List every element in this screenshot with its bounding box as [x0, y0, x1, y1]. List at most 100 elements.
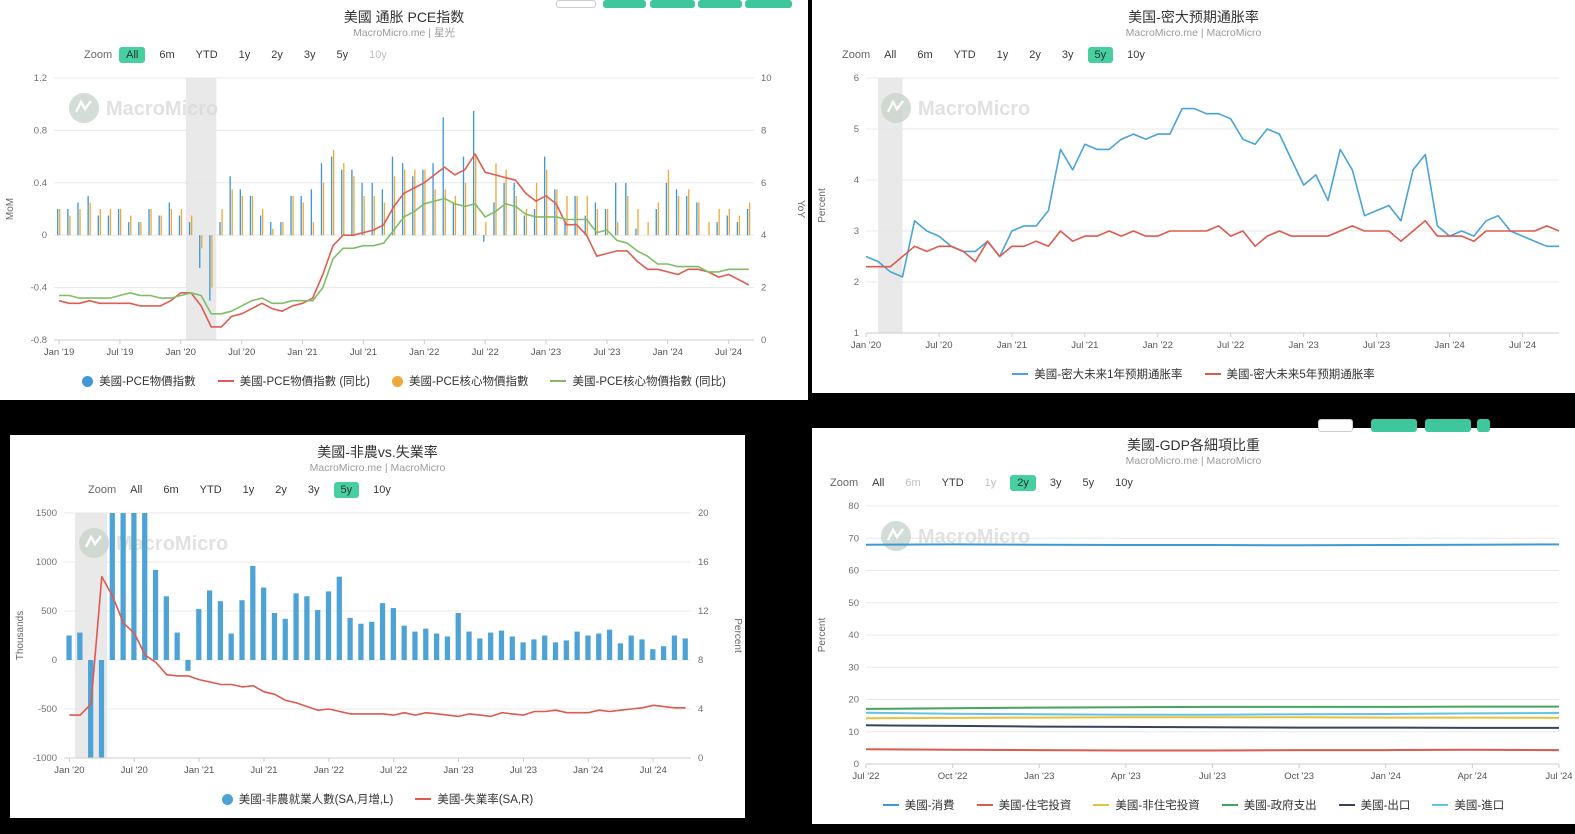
legend-label: 美國-非住宅投資 [1115, 800, 1200, 812]
svg-text:20: 20 [698, 508, 709, 519]
chart-title: 美國-GDP各細項比重 [1127, 437, 1260, 453]
zoom-option-2y[interactable]: 2y [1029, 49, 1041, 61]
zoom-option-2y[interactable]: 2y [275, 484, 287, 496]
svg-text:0.4: 0.4 [34, 178, 47, 189]
legend-label: 美國-政府支出 [1243, 800, 1317, 812]
svg-text:Jul '20: Jul '20 [228, 347, 255, 358]
zoom-option-5y[interactable]: 5y [1082, 477, 1095, 489]
svg-text:40: 40 [848, 630, 859, 641]
legend-item[interactable]: 美國-非住宅投資 [1093, 797, 1200, 813]
clipped-toolbar-button[interactable] [1477, 419, 1490, 432]
right-axis-title: Percent [732, 618, 743, 653]
legend-item[interactable]: 美國-出口 [1338, 797, 1411, 813]
svg-text:Jul '22: Jul '22 [852, 771, 879, 782]
legend-item[interactable]: 美國-PCE物價指數 [82, 373, 196, 389]
svg-text:Jan '23: Jan '23 [1024, 771, 1054, 782]
zoom-option-10y[interactable]: 10y [373, 484, 391, 496]
svg-text:4: 4 [698, 704, 703, 715]
clipped-toolbar-button[interactable] [698, 0, 742, 8]
zoom-option-All[interactable]: All [130, 484, 143, 496]
zoom-option-6m[interactable]: 6m [917, 49, 933, 61]
svg-text:10: 10 [848, 727, 859, 738]
zoom-option-3y[interactable]: 3y [307, 484, 320, 496]
legend-item[interactable]: 美國-PCE核心物價指數 [392, 373, 528, 389]
chart-canvas: 0 10 20 30 40 50 60 70 80 Percent MacroMicro Jul '2… [817, 501, 1573, 782]
svg-text:8: 8 [698, 655, 703, 666]
zoom-option-2y[interactable]: 2y [1010, 475, 1036, 491]
svg-text:5: 5 [854, 124, 859, 135]
clipped-toolbar-button[interactable] [1425, 419, 1471, 432]
zoom-option-YTD[interactable]: YTD [195, 49, 218, 61]
svg-text:Jan '20: Jan '20 [54, 765, 84, 776]
legend-line-marker [217, 380, 234, 382]
chart-legend: 美國-消費 美國-住宅投資 美國-非住宅投資 美國-政府支出 美國-出口 美國-進口 [812, 790, 1575, 824]
legend-label: 美國-非農就業人數(SA,月增,L) [238, 794, 394, 806]
legend-item[interactable]: 美國-密大未来5年预期通胀率 [1204, 366, 1375, 382]
zoom-option-5y[interactable]: 5y [1087, 47, 1114, 63]
zoom-toolbar: Zoom All 6m YTD 1y 2y 3y 5y 10y [0, 42, 808, 68]
zoom-option-All[interactable]: All [884, 49, 897, 61]
legend-line-marker [1012, 373, 1029, 375]
legend-item[interactable]: 美國-進口 [1432, 797, 1504, 813]
legend-item[interactable]: 美國-PCE物價指數 (同比) [217, 373, 370, 389]
zoom-option-2y[interactable]: 2y [271, 49, 283, 61]
svg-text:Oct '23: Oct '23 [1284, 771, 1314, 782]
zoom-option-3y[interactable]: 3y [303, 49, 316, 61]
zoom-option-YTD[interactable]: YTD [941, 477, 964, 489]
legend-item[interactable]: 美國-政府支出 [1221, 797, 1317, 813]
zoom-option-YTD[interactable]: YTD [953, 49, 976, 61]
svg-text:Jan '19: Jan '19 [44, 347, 74, 358]
svg-text:Jan '24: Jan '24 [1371, 771, 1401, 782]
zoom-option-10y[interactable]: 10y [1115, 477, 1133, 489]
clipped-toolbar-button[interactable] [745, 0, 792, 8]
svg-text:Jan '21: Jan '21 [997, 340, 1027, 351]
svg-text:Jan '21: Jan '21 [287, 347, 317, 358]
zoom-option-6m[interactable]: 6m [163, 484, 179, 496]
zoom-option-3y[interactable]: 3y [1049, 477, 1062, 489]
zoom-option-10y[interactable]: 10y [1127, 49, 1145, 61]
chart-plot-area: -1000 -500 0 500 1000 1500 0 4 8 12 16 20 Thousands P… [10, 503, 745, 784]
zoom-option-All[interactable]: All [119, 47, 146, 63]
legend-item[interactable]: 美國-住宅投資 [976, 797, 1071, 813]
zoom-option-1y[interactable]: 1y [996, 49, 1009, 61]
zoom-option-6m[interactable]: 6m [159, 49, 175, 61]
svg-text:Jan '20: Jan '20 [166, 347, 196, 358]
legend-item[interactable]: 美國-失業率(SA,R) [415, 791, 533, 807]
zoom-option-3y[interactable]: 3y [1061, 49, 1074, 61]
zoom-option-5y[interactable]: 5y [333, 482, 360, 498]
clipped-toolbar-button[interactable] [650, 0, 695, 8]
legend-label: 美國-密大未来5年预期通胀率 [1226, 369, 1375, 381]
legend-item[interactable]: 美國-非農就業人數(SA,月增,L) [221, 791, 394, 807]
svg-text:Apr '23: Apr '23 [1111, 771, 1141, 782]
legend-label: 美國-出口 [1360, 800, 1411, 812]
zoom-option-1y[interactable]: 1y [238, 49, 251, 61]
macromicro-watermark: MacroMicro [881, 93, 1030, 123]
zoom-option-5y[interactable]: 5y [336, 49, 349, 61]
clipped-toolbar-button[interactable] [556, 0, 596, 8]
zoom-option-All[interactable]: All [872, 477, 885, 489]
legend-item[interactable]: 美國-密大未来1年预期通胀率 [1012, 366, 1183, 382]
svg-text:Jul '23: Jul '23 [1199, 771, 1226, 782]
legend-label: 美國-消費 [904, 800, 955, 812]
chart-subtitle: MacroMicro.me | MacroMicro [1125, 27, 1262, 39]
clipped-toolbar-button[interactable] [603, 0, 646, 8]
legend-item[interactable]: 美國-消費 [882, 797, 955, 813]
legend-label: 美國-密大未来1年预期通胀率 [1034, 369, 1183, 381]
zoom-option-1y[interactable]: 1y [242, 484, 255, 496]
svg-text:Jan '24: Jan '24 [653, 347, 683, 358]
svg-text:2: 2 [854, 277, 859, 288]
zoom-toolbar: Zoom All 6m YTD 1y 2y 3y 5y 10y [812, 42, 1575, 68]
legend-line-marker [415, 798, 432, 800]
zoom-toolbar: Zoom All 6m YTD 1y 2y 3y 5y 10y [10, 477, 745, 503]
legend-item[interactable]: 美國-PCE核心物價指數 (同比) [550, 373, 726, 389]
svg-text:10: 10 [761, 73, 772, 84]
legend-label: 美國-PCE核心物價指數 (同比) [572, 376, 726, 388]
zoom-option-YTD[interactable]: YTD [199, 484, 222, 496]
legend-circle-marker [392, 375, 403, 387]
chart-canvas: 1 2 3 4 5 6 Percent MacroMicro Jan '20 Jul '20 Jan… [817, 73, 1559, 351]
legend-label: 美國-失業率(SA,R) [437, 794, 534, 806]
chart-legend: 美國-PCE物價指數 美國-PCE物價指數 (同比) 美國-PCE核心物價指數 美國-… [0, 366, 808, 400]
clipped-toolbar-button[interactable] [1318, 419, 1353, 432]
clipped-toolbar-button[interactable] [1371, 419, 1417, 432]
chart-title: 美國-非農vs.失業率 [317, 444, 438, 460]
